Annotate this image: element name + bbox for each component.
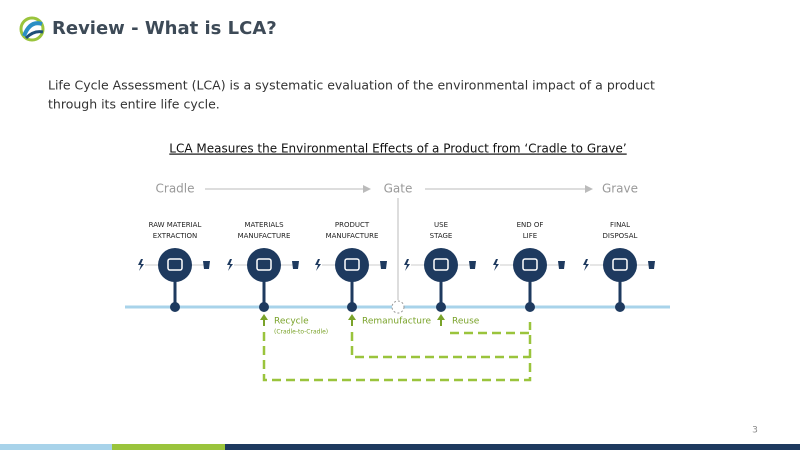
energy-icon [227,259,233,271]
stage-icon [256,258,272,271]
loop-note: (Cradle-to-Cradle) [274,329,328,336]
stage-icon [522,258,538,271]
stage-node [170,302,180,312]
stage-icon-circle [603,248,637,282]
stage-node [436,302,446,312]
loops [262,322,532,382]
footer-bar [112,444,225,450]
stage-icon [167,258,183,271]
waste-icon [558,261,565,269]
loop-label: Recycle [274,317,309,327]
slide-title: Review - What is LCA? [52,18,277,39]
stage-node [347,302,357,312]
footer-bar [225,444,800,450]
stage-label: MANUFACTURE [238,232,291,240]
stage-label: END OF [517,221,544,229]
energy-icon [315,259,321,271]
waste-icon [469,261,476,269]
phase-label: Gate [384,182,413,196]
stage-label: STAGE [430,232,453,240]
loop-arrows [260,314,445,326]
stage-icon [612,258,628,271]
stage-node [525,302,535,312]
energy-icon [493,259,499,271]
stage-label: PRODUCT [335,221,370,229]
loop-label: Remanufacture [362,317,431,327]
energy-icon [583,259,589,271]
logo [19,16,45,42]
stage-icon-circle [424,248,458,282]
loop-label: Reuse [452,317,480,327]
waste-icon [203,261,210,269]
stage-node [259,302,269,312]
stage-icon-circle [513,248,547,282]
waste-icon [648,261,655,269]
stage-label: MANUFACTURE [326,232,379,240]
stage-label: EXTRACTION [153,232,198,240]
recycle-loop [262,322,532,382]
stage-label: DISPOSAL [603,232,638,240]
stage-label: LIFE [523,232,537,240]
intro-line: through its entire life cycle. [48,97,220,112]
stage-node [615,302,625,312]
stage-icon [433,258,449,271]
remanufacture-loop [350,332,530,359]
stage-icon-circle [247,248,281,282]
waste-icon [292,261,299,269]
waste-icon [380,261,387,269]
phase-label: Grave [602,182,638,196]
stage-label: USE [434,221,448,229]
energy-icon [138,259,144,271]
stage-label: RAW MATERIAL [149,221,202,229]
phase-label: Cradle [156,182,195,196]
stage-icon [344,258,360,271]
stage-icon-circle [158,248,192,282]
stage-icon-circle [335,248,369,282]
intro-line: Life Cycle Assessment (LCA) is a systema… [48,78,655,93]
footer-bar [0,444,112,450]
energy-icon [404,259,410,271]
stage-label: MATERIALS [244,221,284,229]
gate-node [391,300,405,314]
page-number: 3 [752,426,758,436]
diagram-title: LCA Measures the Environmental Effects o… [169,142,626,156]
stage-label: FINAL [610,221,630,229]
